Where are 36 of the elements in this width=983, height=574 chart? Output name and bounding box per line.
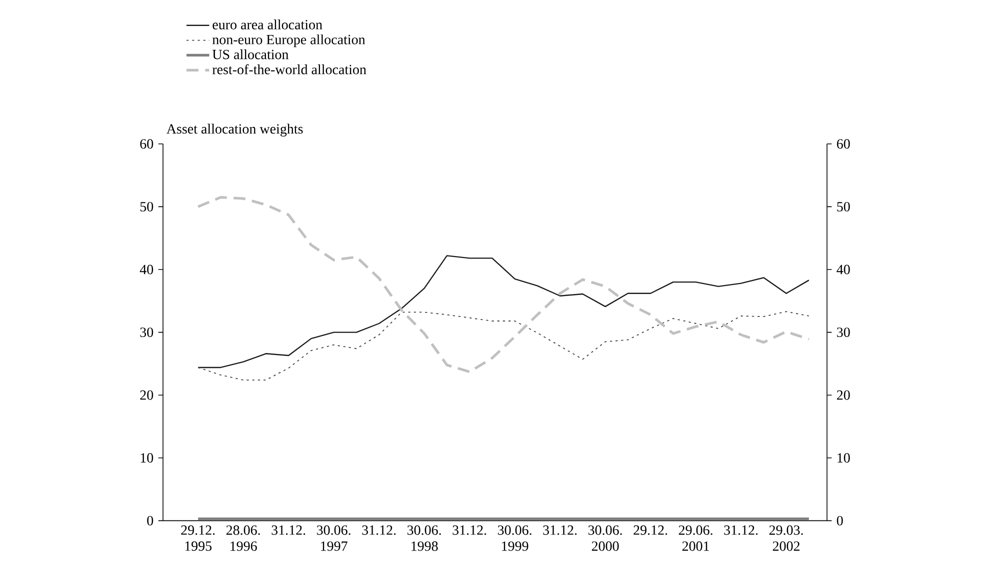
x-tick-label: 29.12. — [634, 525, 668, 535]
y-tick-label: 10 — [140, 453, 154, 463]
y2-tick-label: 20 — [836, 390, 850, 400]
y2-tick-label: 0 — [836, 516, 843, 526]
y-tick-label: 0 — [147, 516, 154, 526]
x-tick-label: 30.06. 1998 — [407, 525, 441, 551]
y-tick-label: 20 — [140, 390, 154, 400]
x-tick-label: 30.06. 1997 — [316, 525, 350, 551]
x-tick-label: 31.12. — [724, 525, 758, 535]
y-tick-label: 30 — [140, 328, 154, 338]
y2-tick-label: 30 — [837, 328, 850, 338]
legend-label: euro area allocation — [212, 20, 322, 30]
x-tick-label: 29.06. 2001 — [678, 525, 712, 551]
x-tick-label: 30.06. 2000 — [588, 525, 622, 551]
x-tick-label: 29.12. 1995 — [181, 525, 215, 551]
legend-label: non-euro Europe allocation — [212, 34, 366, 48]
line-series — [196, 196, 810, 374]
x-tick-label: 31.12. — [543, 525, 577, 535]
x-tick-label: 29.03. 2002 — [769, 525, 803, 551]
x-tick-label: 31.12. — [452, 525, 486, 535]
y-tick-label: 50 — [140, 202, 154, 212]
x-tick-label: 30.06. 1999 — [498, 525, 532, 551]
y-axis-title: Asset allocation weights — [166, 124, 303, 137]
y-tick-label: 40 — [140, 264, 154, 274]
legend-label: rest-of-the-world allocation — [212, 64, 366, 74]
y-tick-label: 60 — [140, 139, 154, 149]
x-tick-label: 31.12. — [272, 525, 306, 535]
y2-tick-label: 40 — [836, 264, 850, 274]
line-series — [197, 255, 810, 368]
y2-tick-label: 50 — [837, 202, 850, 212]
line-series — [198, 311, 810, 380]
x-tick-label: 28.06. 1996 — [226, 525, 260, 551]
legend-label: US allocation — [212, 49, 289, 60]
y2-tick-label: 60 — [836, 139, 850, 149]
y2-tick-label: 10 — [838, 453, 850, 463]
x-tick-label: 31.12. — [362, 525, 396, 535]
